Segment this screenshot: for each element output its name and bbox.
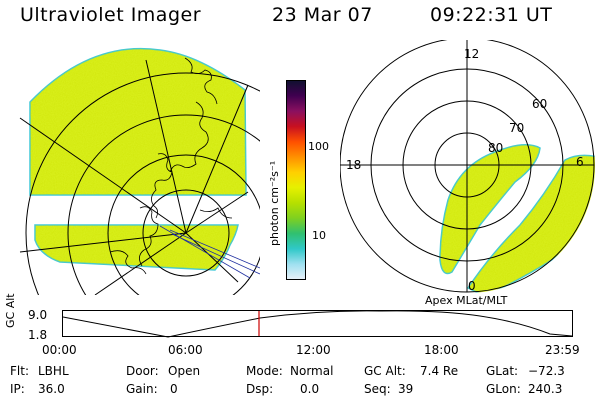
xtick-1200: 12:00 bbox=[296, 343, 331, 357]
map-projection-label: Geographic Lat/Lon bbox=[58, 294, 155, 295]
date-label: 23 Mar 07 bbox=[272, 4, 373, 26]
glon-value: 240.3 bbox=[528, 382, 563, 396]
ip-value: 36.0 bbox=[38, 382, 65, 396]
altitude-curve bbox=[62, 310, 573, 338]
hour-label-18: 18 bbox=[346, 158, 361, 172]
gain-value: 0 bbox=[170, 382, 178, 396]
mode-value: Normal bbox=[290, 364, 334, 378]
hour-label-0: 0 bbox=[468, 279, 476, 293]
gcalt-label: GC Alt: bbox=[364, 364, 406, 378]
time-label: 09:22:31 UT bbox=[430, 4, 553, 26]
ip-label: IP: bbox=[10, 382, 25, 396]
altitude-ytick-top: 9.0 bbox=[28, 308, 48, 322]
gain-label: Gain: bbox=[126, 382, 158, 396]
colorbar-unit-label: photon cm⁻²s⁻¹ bbox=[268, 160, 281, 246]
flt-value: LBHL bbox=[38, 364, 69, 378]
xtick-2359: 23:59 bbox=[545, 343, 580, 357]
altitude-ylabel: GC Alt bbox=[4, 293, 17, 328]
glat-value: −72.3 bbox=[528, 364, 565, 378]
xtick-0000: 00:00 bbox=[42, 343, 77, 357]
geographic-map: Geographic Lat/Lon bbox=[19, 47, 260, 295]
track-lines bbox=[159, 225, 260, 279]
door-value: Open bbox=[168, 364, 201, 378]
polar-coords-label: Apex MLat/MLT bbox=[425, 294, 508, 307]
ring-label-70: 70 bbox=[509, 121, 524, 135]
meridian-lines bbox=[19, 59, 249, 295]
ring-label-60: 60 bbox=[532, 97, 547, 111]
instrument-title: Ultraviolet Imager bbox=[20, 4, 202, 26]
colorbar-tick-100: 100 bbox=[308, 140, 329, 153]
gcalt-value: 7.4 Re bbox=[420, 364, 459, 378]
coastlines bbox=[109, 57, 233, 275]
ring-label-80: 80 bbox=[488, 141, 503, 155]
colorbar-tick-10: 10 bbox=[312, 229, 326, 242]
flt-label: Flt: bbox=[10, 364, 29, 378]
door-label: Door: bbox=[126, 364, 159, 378]
hour-label-6: 6 bbox=[576, 155, 584, 169]
mlt-lines bbox=[340, 40, 594, 292]
glon-label: GLon: bbox=[486, 382, 521, 396]
colorbar bbox=[286, 80, 306, 280]
latitude-circles bbox=[25, 72, 260, 295]
dsp-label: Dsp: bbox=[246, 382, 274, 396]
xtick-0600: 06:00 bbox=[168, 343, 203, 357]
polar-plot: 12 18 6 0 80 70 60 bbox=[340, 40, 595, 293]
mode-label: Mode: bbox=[246, 364, 283, 378]
altitude-plot bbox=[62, 310, 573, 338]
seq-value: 39 bbox=[398, 382, 414, 396]
altitude-ytick-bottom: 1.8 bbox=[28, 328, 48, 342]
xtick-1800: 18:00 bbox=[424, 343, 459, 357]
dsp-value: 0.0 bbox=[300, 382, 320, 396]
seq-label: Seq: bbox=[364, 382, 391, 396]
glat-label: GLat: bbox=[486, 364, 519, 378]
hour-label-12: 12 bbox=[464, 47, 479, 61]
